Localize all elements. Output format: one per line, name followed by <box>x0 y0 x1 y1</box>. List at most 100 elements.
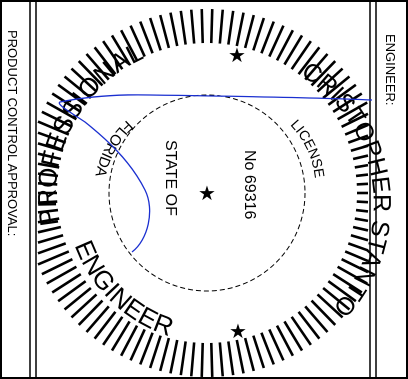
seal-tick <box>37 182 58 186</box>
seal-tick <box>51 273 82 294</box>
top-star-icon: ★ <box>228 43 246 67</box>
seal-tick <box>57 83 87 106</box>
seal-tick <box>37 142 64 152</box>
seal-tick <box>268 328 285 361</box>
seal-tick <box>341 258 369 274</box>
seal-tick <box>102 40 124 70</box>
seal-tick-ring <box>37 9 369 377</box>
seal-tick <box>275 29 295 61</box>
seal-tick <box>129 25 146 58</box>
seal-tick <box>37 120 70 136</box>
seal-tick <box>37 242 67 255</box>
seal-tick <box>37 208 59 214</box>
seal-tick <box>352 225 369 232</box>
seal-tick <box>354 217 369 223</box>
seal-tick <box>51 92 82 113</box>
seal-tick <box>322 75 351 100</box>
seal-tick <box>327 280 357 303</box>
seal-tick <box>37 234 64 244</box>
seal-tick <box>341 112 369 128</box>
seal-tick <box>209 9 214 44</box>
seal-tick <box>63 75 92 100</box>
seal-tick <box>316 293 344 319</box>
seal-tick <box>297 46 321 76</box>
seal-tick <box>158 14 171 49</box>
seal-tick <box>336 101 368 121</box>
seal-tick <box>227 10 235 45</box>
seal-tick <box>227 341 235 376</box>
seal-tick <box>63 286 92 311</box>
seal-tick <box>41 110 73 128</box>
seal-tick <box>275 325 295 357</box>
seal-tick <box>110 320 131 352</box>
seal-tick <box>347 242 369 252</box>
seal-tick <box>243 14 256 49</box>
seal-tick <box>200 9 205 44</box>
inner-dashed-circle <box>108 94 306 292</box>
seal-tick <box>139 21 154 54</box>
seal-tick <box>57 280 87 303</box>
seal-tick <box>310 299 337 326</box>
seal-tick <box>235 339 245 374</box>
seal-tick <box>352 154 369 161</box>
seal-tick <box>93 46 117 76</box>
seal-tick <box>209 342 214 377</box>
seal-tick <box>46 101 78 121</box>
seal-tick <box>350 144 369 152</box>
seal-tick <box>158 337 171 372</box>
seal-tick <box>37 250 70 266</box>
seal-tick <box>139 332 154 365</box>
engineer-label: ENGINEER: <box>383 34 398 106</box>
seal-tick <box>350 234 369 242</box>
seal-tick <box>169 339 179 374</box>
seal-tick <box>37 131 67 144</box>
seal-tick <box>260 21 275 54</box>
seal-tick <box>344 250 369 263</box>
seal-tick <box>37 225 62 234</box>
seal-tick <box>344 123 369 136</box>
seal-tick <box>290 316 312 346</box>
inner-right-text: LICENSE <box>288 116 328 179</box>
seal-tick <box>119 29 139 61</box>
seal-tick <box>189 9 196 44</box>
seal-tick <box>356 182 369 186</box>
seal-tick <box>316 67 344 93</box>
seal-tick <box>179 341 187 376</box>
seal-tick <box>252 335 266 369</box>
seal-tick <box>304 53 329 81</box>
seal-tick <box>200 342 205 377</box>
seal-tick <box>355 173 369 178</box>
state-of-text: STATE OF <box>162 140 179 216</box>
seal-tick <box>119 325 139 357</box>
seal-tick <box>354 163 369 169</box>
seal-tick <box>268 25 285 58</box>
seal-tick <box>148 17 162 51</box>
seal-tick <box>243 337 256 372</box>
signature-icon <box>58 94 373 253</box>
seal-tick <box>37 172 59 178</box>
seal-tick <box>46 265 78 285</box>
seal-tick <box>355 208 369 213</box>
seal-tick <box>85 53 110 81</box>
seal-tick <box>169 12 179 47</box>
seal-tick <box>129 328 146 361</box>
seal-tick <box>102 316 124 346</box>
seal-tick <box>77 60 104 87</box>
bottom-star-icon: ★ <box>229 319 247 343</box>
product-control-approval-label: PRODUCT CONTROL APPROVAL: <box>5 30 20 237</box>
seal-tick <box>356 200 369 204</box>
seal-tick <box>322 286 351 311</box>
seal-tick <box>70 293 98 319</box>
center-star-icon: ★ <box>198 181 216 205</box>
seal-tick <box>110 34 131 66</box>
license-number-text: No 69316 <box>241 150 258 219</box>
seal-tick <box>218 9 225 44</box>
outer-bottom-text: ENGINEER <box>69 236 178 342</box>
seal-tick <box>336 265 368 285</box>
seal-tick <box>41 258 73 276</box>
seal-tick <box>252 17 266 51</box>
seal-tick <box>148 335 162 369</box>
